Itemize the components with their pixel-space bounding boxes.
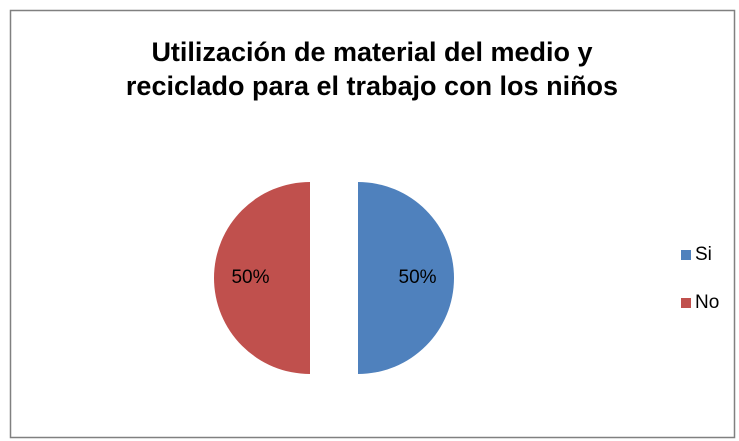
- legend-swatch: [681, 298, 691, 308]
- chart-title: Utilización de material del medio y: [151, 37, 592, 67]
- legend-swatch: [681, 250, 691, 260]
- data-label: 50%: [399, 267, 437, 288]
- pie-slice: [214, 182, 310, 374]
- pie-slice: [358, 182, 454, 374]
- legend-label: Si: [695, 244, 712, 265]
- chart-title: reciclado para el trabajo con los niños: [126, 71, 618, 101]
- legend-label: No: [695, 292, 719, 313]
- data-label: 50%: [231, 267, 269, 288]
